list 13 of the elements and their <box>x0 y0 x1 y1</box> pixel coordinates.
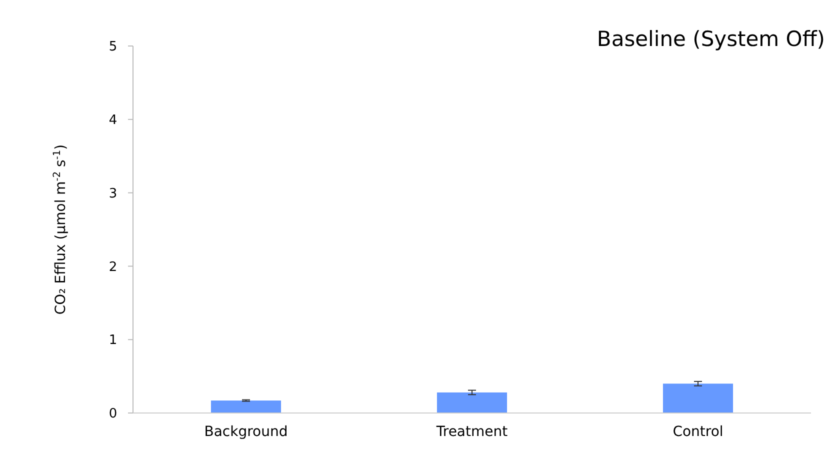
x-tick-label: Control <box>672 424 724 440</box>
y-tick-label: 2 <box>108 260 118 275</box>
chart-title: Baseline (System Off) <box>596 27 825 51</box>
y-tick-label: 1 <box>108 333 118 348</box>
x-tick-label: Treatment <box>435 424 508 440</box>
y-tick-label: 3 <box>108 186 118 202</box>
bar <box>662 384 734 413</box>
bar <box>436 392 508 413</box>
bar <box>210 400 282 413</box>
x-tick-label: Background <box>204 424 288 440</box>
y-tick-label: 5 <box>108 40 118 55</box>
y-tick-label: 0 <box>108 406 118 422</box>
y-tick-label: 4 <box>108 112 118 128</box>
